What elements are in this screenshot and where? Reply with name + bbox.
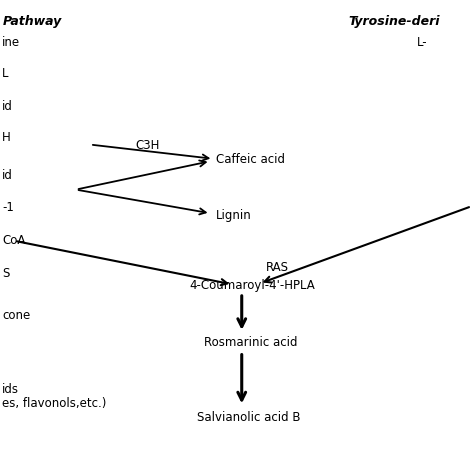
Text: id: id	[2, 169, 13, 182]
Text: CoA: CoA	[2, 234, 26, 247]
Text: Rosmarinic acid: Rosmarinic acid	[204, 336, 297, 349]
Text: es, flavonols,etc.): es, flavonols,etc.)	[2, 397, 107, 410]
Text: id: id	[2, 100, 13, 113]
Text: Lignin: Lignin	[216, 209, 251, 222]
Text: Salvianolic acid B: Salvianolic acid B	[197, 410, 300, 424]
Text: L-: L-	[417, 36, 428, 49]
Text: 4-Coumaroyl-4'-HPLA: 4-Coumaroyl-4'-HPLA	[190, 279, 315, 292]
Text: ine: ine	[2, 36, 20, 49]
Text: cone: cone	[2, 309, 31, 322]
Text: S: S	[2, 267, 10, 281]
Text: Caffeic acid: Caffeic acid	[216, 153, 285, 166]
Text: RAS: RAS	[265, 261, 289, 274]
Text: C3H: C3H	[135, 139, 159, 153]
Text: Pathway: Pathway	[2, 15, 62, 28]
Text: H: H	[2, 131, 11, 144]
Text: Tyrosine-deri: Tyrosine-deri	[348, 15, 440, 28]
Text: -1: -1	[2, 201, 14, 214]
Text: L: L	[2, 67, 9, 80]
Text: ids: ids	[2, 383, 19, 396]
